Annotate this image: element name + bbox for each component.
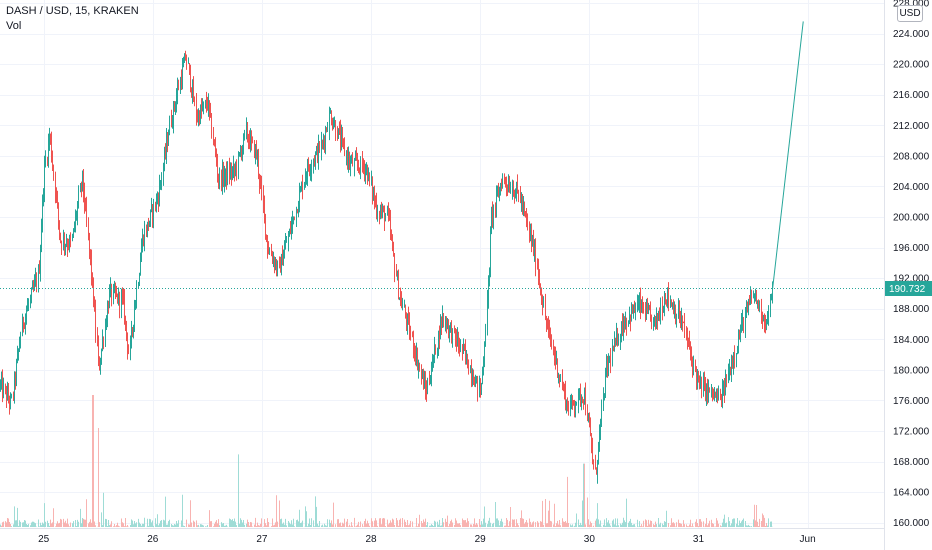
price-tick-label: 204.000 — [893, 182, 930, 193]
price-tick-label: 176.000 — [893, 396, 930, 407]
time-tick-label: 28 — [365, 534, 377, 545]
chart-legend: DASH / USD, 15, KRAKEN Vol — [6, 4, 139, 34]
time-axis-background — [0, 528, 884, 550]
price-tick-label: 180.000 — [893, 365, 930, 376]
last-price-label-bg — [885, 281, 932, 296]
price-tick-label: 224.000 — [893, 29, 930, 40]
price-tick-label: 208.000 — [893, 151, 930, 162]
price-tick-label: 228.000 — [893, 0, 930, 10]
price-axis-background — [884, 0, 932, 550]
price-tick-label: 216.000 — [893, 90, 930, 101]
time-tick-label: 30 — [584, 534, 596, 545]
symbol-title: DASH / USD, 15, KRAKEN — [6, 5, 139, 17]
price-tick-label: 196.000 — [893, 243, 930, 254]
projection-line — [772, 21, 804, 289]
price-tick-label: 172.000 — [893, 426, 930, 437]
price-tick-label: 220.000 — [893, 60, 930, 71]
time-tick-label: 25 — [38, 534, 50, 545]
price-tick-label: 200.000 — [893, 213, 930, 224]
time-tick-label: 31 — [693, 534, 705, 545]
price-axis[interactable]: 160.000 164.000 168.000 172.000 176.000 180.0… — [884, 0, 932, 550]
price-tick-label: 184.000 — [893, 335, 930, 346]
price-tick-label: 168.000 — [893, 457, 930, 468]
volume-label: Vol — [6, 20, 22, 32]
grid — [0, 0, 884, 528]
time-tick-label: Jun — [800, 534, 816, 545]
price-tick-label: 188.000 — [893, 304, 930, 315]
last-price-value: 190.732 — [889, 284, 926, 295]
price-tick-label: 160.000 — [893, 518, 930, 529]
price-tick-label: 212.000 — [893, 121, 930, 132]
currency-button[interactable]: USD — [897, 5, 923, 22]
candles — [0, 50, 773, 484]
time-axis[interactable]: 25 26 27 28 29 30 31 Jun — [0, 528, 884, 550]
price-tick-label: 164.000 — [893, 488, 930, 499]
volume-bars — [0, 395, 773, 527]
last-price-label: 190.732 — [885, 281, 932, 296]
time-tick-label: 27 — [256, 534, 268, 545]
time-tick-label: 26 — [147, 534, 159, 545]
time-tick-label: 29 — [475, 534, 487, 545]
price-tick-label: 192.000 — [893, 274, 930, 285]
